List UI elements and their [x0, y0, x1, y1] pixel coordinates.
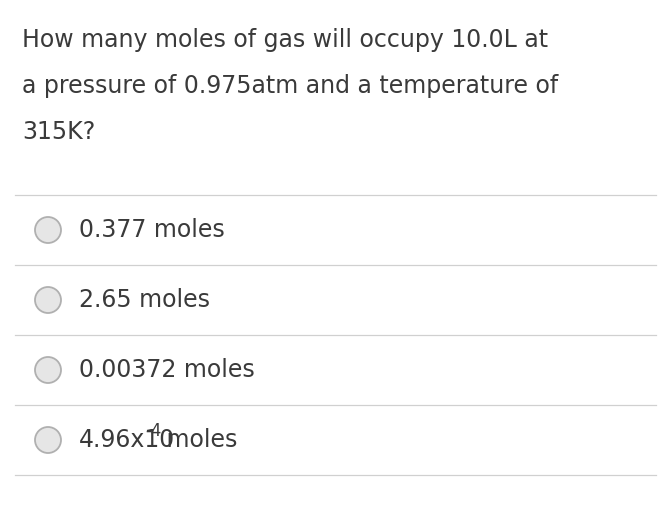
Circle shape [35, 357, 61, 383]
Text: 0.00372 moles: 0.00372 moles [79, 358, 255, 382]
Text: a pressure of 0.975atm and a temperature of: a pressure of 0.975atm and a temperature… [22, 74, 558, 98]
Text: 0.377 moles: 0.377 moles [79, 218, 225, 242]
Text: moles: moles [159, 428, 238, 452]
Circle shape [35, 287, 61, 313]
Circle shape [35, 217, 61, 243]
Text: 2.65 moles: 2.65 moles [79, 288, 210, 312]
Text: 4.96x10: 4.96x10 [79, 428, 175, 452]
Text: 315K?: 315K? [22, 120, 95, 144]
Text: How many moles of gas will occupy 10.0L at: How many moles of gas will occupy 10.0L … [22, 28, 548, 52]
Text: -4: -4 [146, 422, 162, 440]
Circle shape [35, 427, 61, 453]
